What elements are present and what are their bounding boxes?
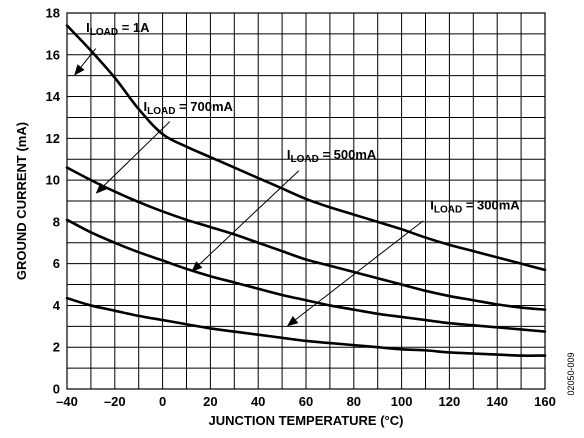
x-tick-label: 20 <box>203 394 217 409</box>
x-tick-label: 80 <box>347 394 361 409</box>
series-line-1 <box>65 166 547 311</box>
series-label-3: ILOAD = 300mA <box>430 197 520 215</box>
y-tick-label: 6 <box>53 256 60 271</box>
y-tick-label: 0 <box>53 382 60 397</box>
x-tick-label: 100 <box>391 394 413 409</box>
annotation-labels: ILOAD = 1A ILOAD = 700mA ILOAD = 500mA ILOA… <box>86 20 520 216</box>
y-tick-label: 16 <box>46 47 60 62</box>
arrow-head-3 <box>286 316 299 327</box>
x-tick-label: 60 <box>299 394 313 409</box>
plot-frame <box>66 12 546 390</box>
x-tick-label: –20 <box>104 394 126 409</box>
y-tick-label: 4 <box>53 298 61 313</box>
arrow-line-1 <box>103 121 171 187</box>
x-tick-label: –40 <box>56 394 78 409</box>
x-axis-label: JUNCTION TEMPERATURE (°C) <box>209 413 404 428</box>
y-tick-label: 12 <box>46 131 60 146</box>
x-tick-label: 0 <box>159 394 166 409</box>
y-tick-label: 8 <box>53 214 60 229</box>
arrow-head-2 <box>191 261 203 273</box>
curves <box>65 24 547 357</box>
annotation-arrows <box>74 48 424 327</box>
x-tick-label: 160 <box>534 394 556 409</box>
arrow-head-1 <box>95 182 107 194</box>
y-tick-label: 14 <box>46 89 61 104</box>
x-tick-labels: –40 –20 0 20 40 60 80 100 120 140 160 <box>56 394 556 409</box>
series-line-3 <box>65 296 547 357</box>
y-tick-label: 18 <box>46 6 60 21</box>
arrow-line-0 <box>80 48 97 68</box>
figure-code: 02050-009 <box>566 352 576 395</box>
y-tick-label: 2 <box>53 340 60 355</box>
y-tick-labels: 0 2 4 6 8 10 12 14 16 18 <box>46 6 61 397</box>
series-line-2 <box>65 218 547 333</box>
series-label-1: ILOAD = 700mA <box>143 99 233 117</box>
series-line-0 <box>65 24 547 272</box>
arrow-line-3 <box>295 220 424 320</box>
grid <box>67 13 545 389</box>
series-label-0: ILOAD = 1A <box>86 20 150 38</box>
arrow-head-0 <box>74 64 85 76</box>
y-axis-label: GROUND CURRENT (mA) <box>14 122 29 280</box>
series-label-2: ILOAD = 500mA <box>287 147 377 165</box>
y-tick-label: 10 <box>46 173 60 188</box>
x-tick-label: 40 <box>251 394 265 409</box>
x-tick-label: 120 <box>439 394 461 409</box>
arrow-line-2 <box>198 170 300 265</box>
x-tick-label: 140 <box>486 394 508 409</box>
